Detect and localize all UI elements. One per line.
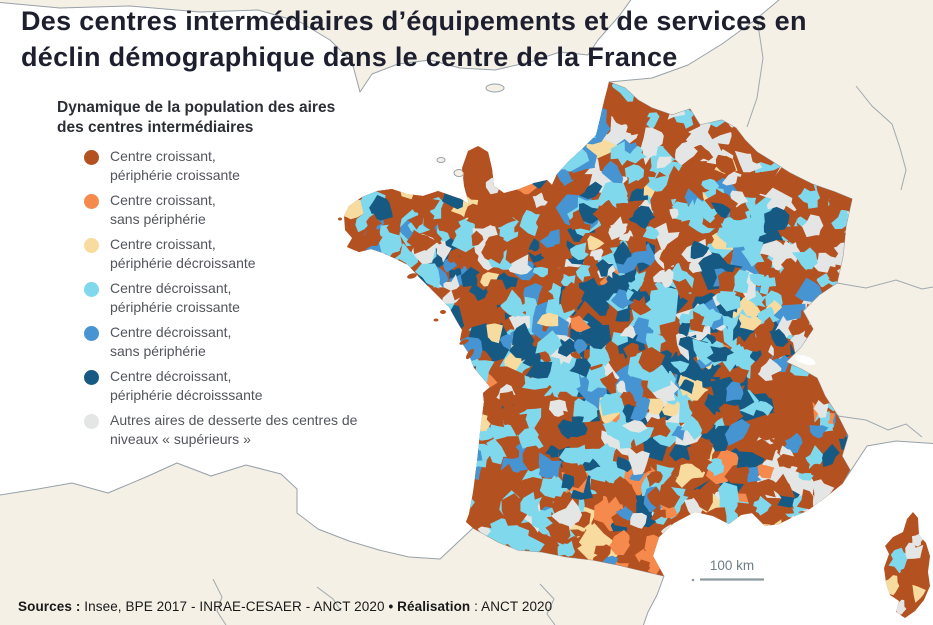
sources-prefix: Sources : bbox=[18, 599, 85, 614]
legend-item: Centre décroissant, sans périphérie bbox=[57, 323, 357, 361]
legend-swatch-centre-croissant-sans-peripherie bbox=[84, 194, 99, 209]
spain-landmass bbox=[0, 462, 665, 625]
legend-items: Centre croissant, périphérie croissante C… bbox=[57, 147, 357, 449]
scale-bar bbox=[691, 578, 764, 582]
map-title-line2: déclin démographique dans le centre de l… bbox=[21, 42, 678, 72]
legend-item: Centre décroissant, périphérie décroisssa… bbox=[57, 367, 357, 405]
legend-item-label: Centre croissant, périphérie croissante bbox=[110, 148, 240, 183]
legend-item: Centre décroissant, périphérie croissante bbox=[57, 279, 357, 317]
legend-heading-line1: Dynamique de la population des aires bbox=[57, 99, 336, 116]
scale-bar-tick bbox=[691, 578, 695, 582]
legend-item-label: Centre croissant, sans périphérie bbox=[110, 192, 216, 227]
legend-item: Centre croissant, sans périphérie bbox=[57, 191, 357, 229]
legend-swatch-autres-aires bbox=[84, 414, 99, 429]
legend-item-label: Centre croissant, périphérie décroissante bbox=[110, 236, 256, 271]
legend-item-label: Autres aires de desserte des centres de n… bbox=[110, 412, 358, 447]
legend-item-label: Centre décroissant, périphérie croissante bbox=[110, 280, 240, 315]
realisation-text: : ANCT 2020 bbox=[470, 599, 553, 614]
legend-item: Centre croissant, périphérie décroissante bbox=[57, 235, 357, 273]
legend-heading: Dynamique de la population des aires des… bbox=[57, 98, 357, 138]
map-title: Des centres intermédiaires d’équipements… bbox=[21, 3, 807, 75]
legend-item: Autres aires de desserte des centres de n… bbox=[57, 411, 357, 449]
sources-line: Sources : Insee, BPE 2017 - INRAE-CESAER… bbox=[18, 599, 552, 614]
sources-text: Insee, BPE 2017 - INRAE-CESAER - ANCT 20… bbox=[84, 599, 389, 614]
legend-item: Centre croissant, périphérie croissante bbox=[57, 147, 357, 185]
legend-item-label: Centre décroissant, périphérie décroisssa… bbox=[110, 368, 263, 403]
scale-label: 100 km bbox=[709, 558, 755, 573]
legend-swatch-centre-decroissant-peripherie-decroissante bbox=[84, 370, 99, 385]
legend-swatch-centre-decroissant-sans-peripherie bbox=[84, 326, 99, 341]
england-landmass bbox=[0, 0, 632, 93]
legend-heading-line2: des centres intermédiaires bbox=[57, 119, 254, 136]
country-border-lines bbox=[212, 17, 933, 625]
legend-item-label: Centre décroissant, sans périphérie bbox=[110, 324, 232, 359]
map-title-line1: Des centres intermédiaires d’équipements… bbox=[21, 6, 807, 36]
legend-swatch-centre-decroissant-peripherie-croissante bbox=[84, 282, 99, 297]
atlantic-islands bbox=[338, 217, 475, 360]
isle-of-wight bbox=[485, 83, 505, 93]
realisation-label: • Réalisation bbox=[388, 599, 471, 614]
legend-swatch-centre-croissant-peripherie-decroissante bbox=[84, 238, 99, 253]
legend-swatch-centre-croissant-peripherie-croissante bbox=[84, 150, 99, 165]
lake-geneva bbox=[794, 354, 816, 366]
legend: Dynamique de la population des aires des… bbox=[57, 98, 357, 455]
